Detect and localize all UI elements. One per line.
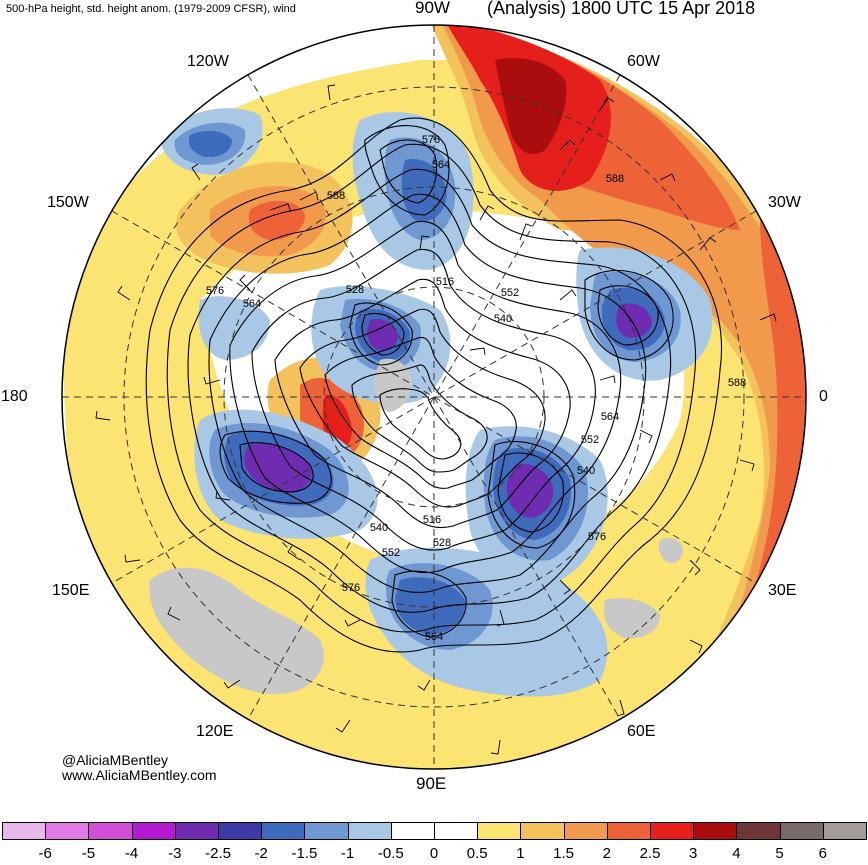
contour-label: 540 <box>494 313 512 325</box>
lon-label-top-right: 60W <box>627 53 660 70</box>
contour-label: 564 <box>243 298 261 310</box>
lon-label-bottom: 90E <box>416 774 447 793</box>
contour-label: 552 <box>382 547 400 559</box>
colorbar-label: 0.5 <box>466 845 488 862</box>
lon-label-left: 180 <box>1 388 28 405</box>
colorbar-label: -2 <box>254 845 268 862</box>
map-border <box>61 24 807 770</box>
contour-label: 528 <box>433 537 451 549</box>
contour-label: 516 <box>423 514 441 526</box>
contour-label: 540 <box>370 522 388 534</box>
lon-label-top-left: 120W <box>187 53 229 70</box>
colorbar-label: -1.5 <box>291 845 318 862</box>
colorbar-swatch <box>390 822 435 840</box>
contour-label: 588 <box>728 377 746 389</box>
lon-label-right: 0 <box>819 388 828 405</box>
colorbar-label: 5 <box>775 845 784 862</box>
chart-right-title: (Analysis) 1800 UTC 15 Apr 2018 <box>487 0 756 18</box>
contour-label: 576 <box>422 134 440 146</box>
colorbar-label: -6 <box>38 845 52 862</box>
contour-label: 552 <box>581 434 599 446</box>
contour-label: 588 <box>327 190 345 202</box>
contour-label: 516 <box>436 276 454 288</box>
colorbar-label: 2.5 <box>639 845 661 862</box>
contour-label: 540 <box>577 465 595 477</box>
lon-label-upper-right: 30W <box>768 194 801 211</box>
colorbar-label: -3 <box>168 845 182 862</box>
colorbar-swatch <box>304 822 349 840</box>
colorbar-label: 6 <box>818 845 827 862</box>
contour-label: 528 <box>346 284 364 296</box>
contour-label: 576 <box>588 531 606 543</box>
credit-handle: @AliciaMBentley <box>62 752 169 768</box>
lon-label-top: 90W <box>415 0 450 17</box>
colorbar-label: -1 <box>340 845 355 862</box>
graticule <box>62 25 806 769</box>
colorbar-swatch <box>606 822 651 840</box>
anomaly-neg-core-1 <box>401 159 447 222</box>
contour-label: 552 <box>501 287 519 299</box>
contour-label: 576 <box>342 582 360 594</box>
colorbar-swatch <box>779 822 824 840</box>
colorbar-label: -0.5 <box>377 845 404 862</box>
colorbar-swatch <box>520 822 565 840</box>
contour-label: 588 <box>606 173 624 185</box>
land-gray-east <box>603 598 660 639</box>
colorbar-swatch <box>131 822 176 840</box>
lon-label-bottom-left: 120E <box>196 723 234 740</box>
credit-website: www.AliciaMBentley.com <box>62 767 217 783</box>
colorbar-swatch <box>650 822 695 840</box>
lon-label-bottom-right: 60E <box>627 723 656 740</box>
height-contours <box>145 117 722 653</box>
colorbar-swatch <box>174 822 219 840</box>
anomaly-neg-purple-2 <box>506 463 554 518</box>
colorbar-label: 2 <box>602 845 611 862</box>
colorbar-swatch <box>347 822 392 840</box>
colorbar-swatch <box>218 822 263 840</box>
chart-left-title: 500-hPa height, std. height anom. (1979-… <box>6 3 296 15</box>
lon-label-lower-right: 30E <box>768 582 797 599</box>
colorbar-label: -4 <box>124 845 139 862</box>
anomaly-neg-purple-4 <box>367 318 398 351</box>
colorbar-swatch <box>45 822 90 840</box>
contour-label: 576 <box>206 285 224 297</box>
colorbar-swatch <box>434 822 479 840</box>
colorbar-swatch <box>822 822 867 840</box>
colorbar-label: 1.5 <box>553 845 575 862</box>
anomaly-neg-purple-3 <box>244 443 312 492</box>
colorbar-swatch <box>736 822 781 840</box>
colorbar-label: -5 <box>81 845 96 862</box>
colorbar-swatch <box>477 822 522 840</box>
contour-label: 564 <box>425 631 443 643</box>
colorbar-swatch <box>261 822 306 840</box>
colorbar-swatch <box>693 822 738 840</box>
colorbar-label: 0 <box>429 845 439 862</box>
anomaly-warm-northeast-2 <box>440 25 806 700</box>
colorbar-label: 4 <box>732 845 741 862</box>
contour-label: 564 <box>432 159 450 171</box>
colorbar-label: 3 <box>689 845 698 862</box>
contour-label-group: 576 564 588 576 564 528 516 552 540 588 … <box>206 134 746 643</box>
contour-label: 564 <box>601 411 619 423</box>
anomaly-neg-core-7 <box>188 130 232 158</box>
colorbar-label: 1 <box>516 845 525 862</box>
colorbar-swatch <box>2 822 47 840</box>
lon-label-lower-left: 150E <box>52 582 90 599</box>
land-gray-greenland <box>374 358 412 412</box>
anomaly-warm-north-darkred <box>495 58 567 154</box>
lon-label-upper-left: 150W <box>47 194 89 211</box>
colorbar-swatch <box>563 822 608 840</box>
colorbar-swatch <box>88 822 133 840</box>
colorbar-label: -2.5 <box>205 845 231 862</box>
land-gray-small <box>658 538 683 563</box>
